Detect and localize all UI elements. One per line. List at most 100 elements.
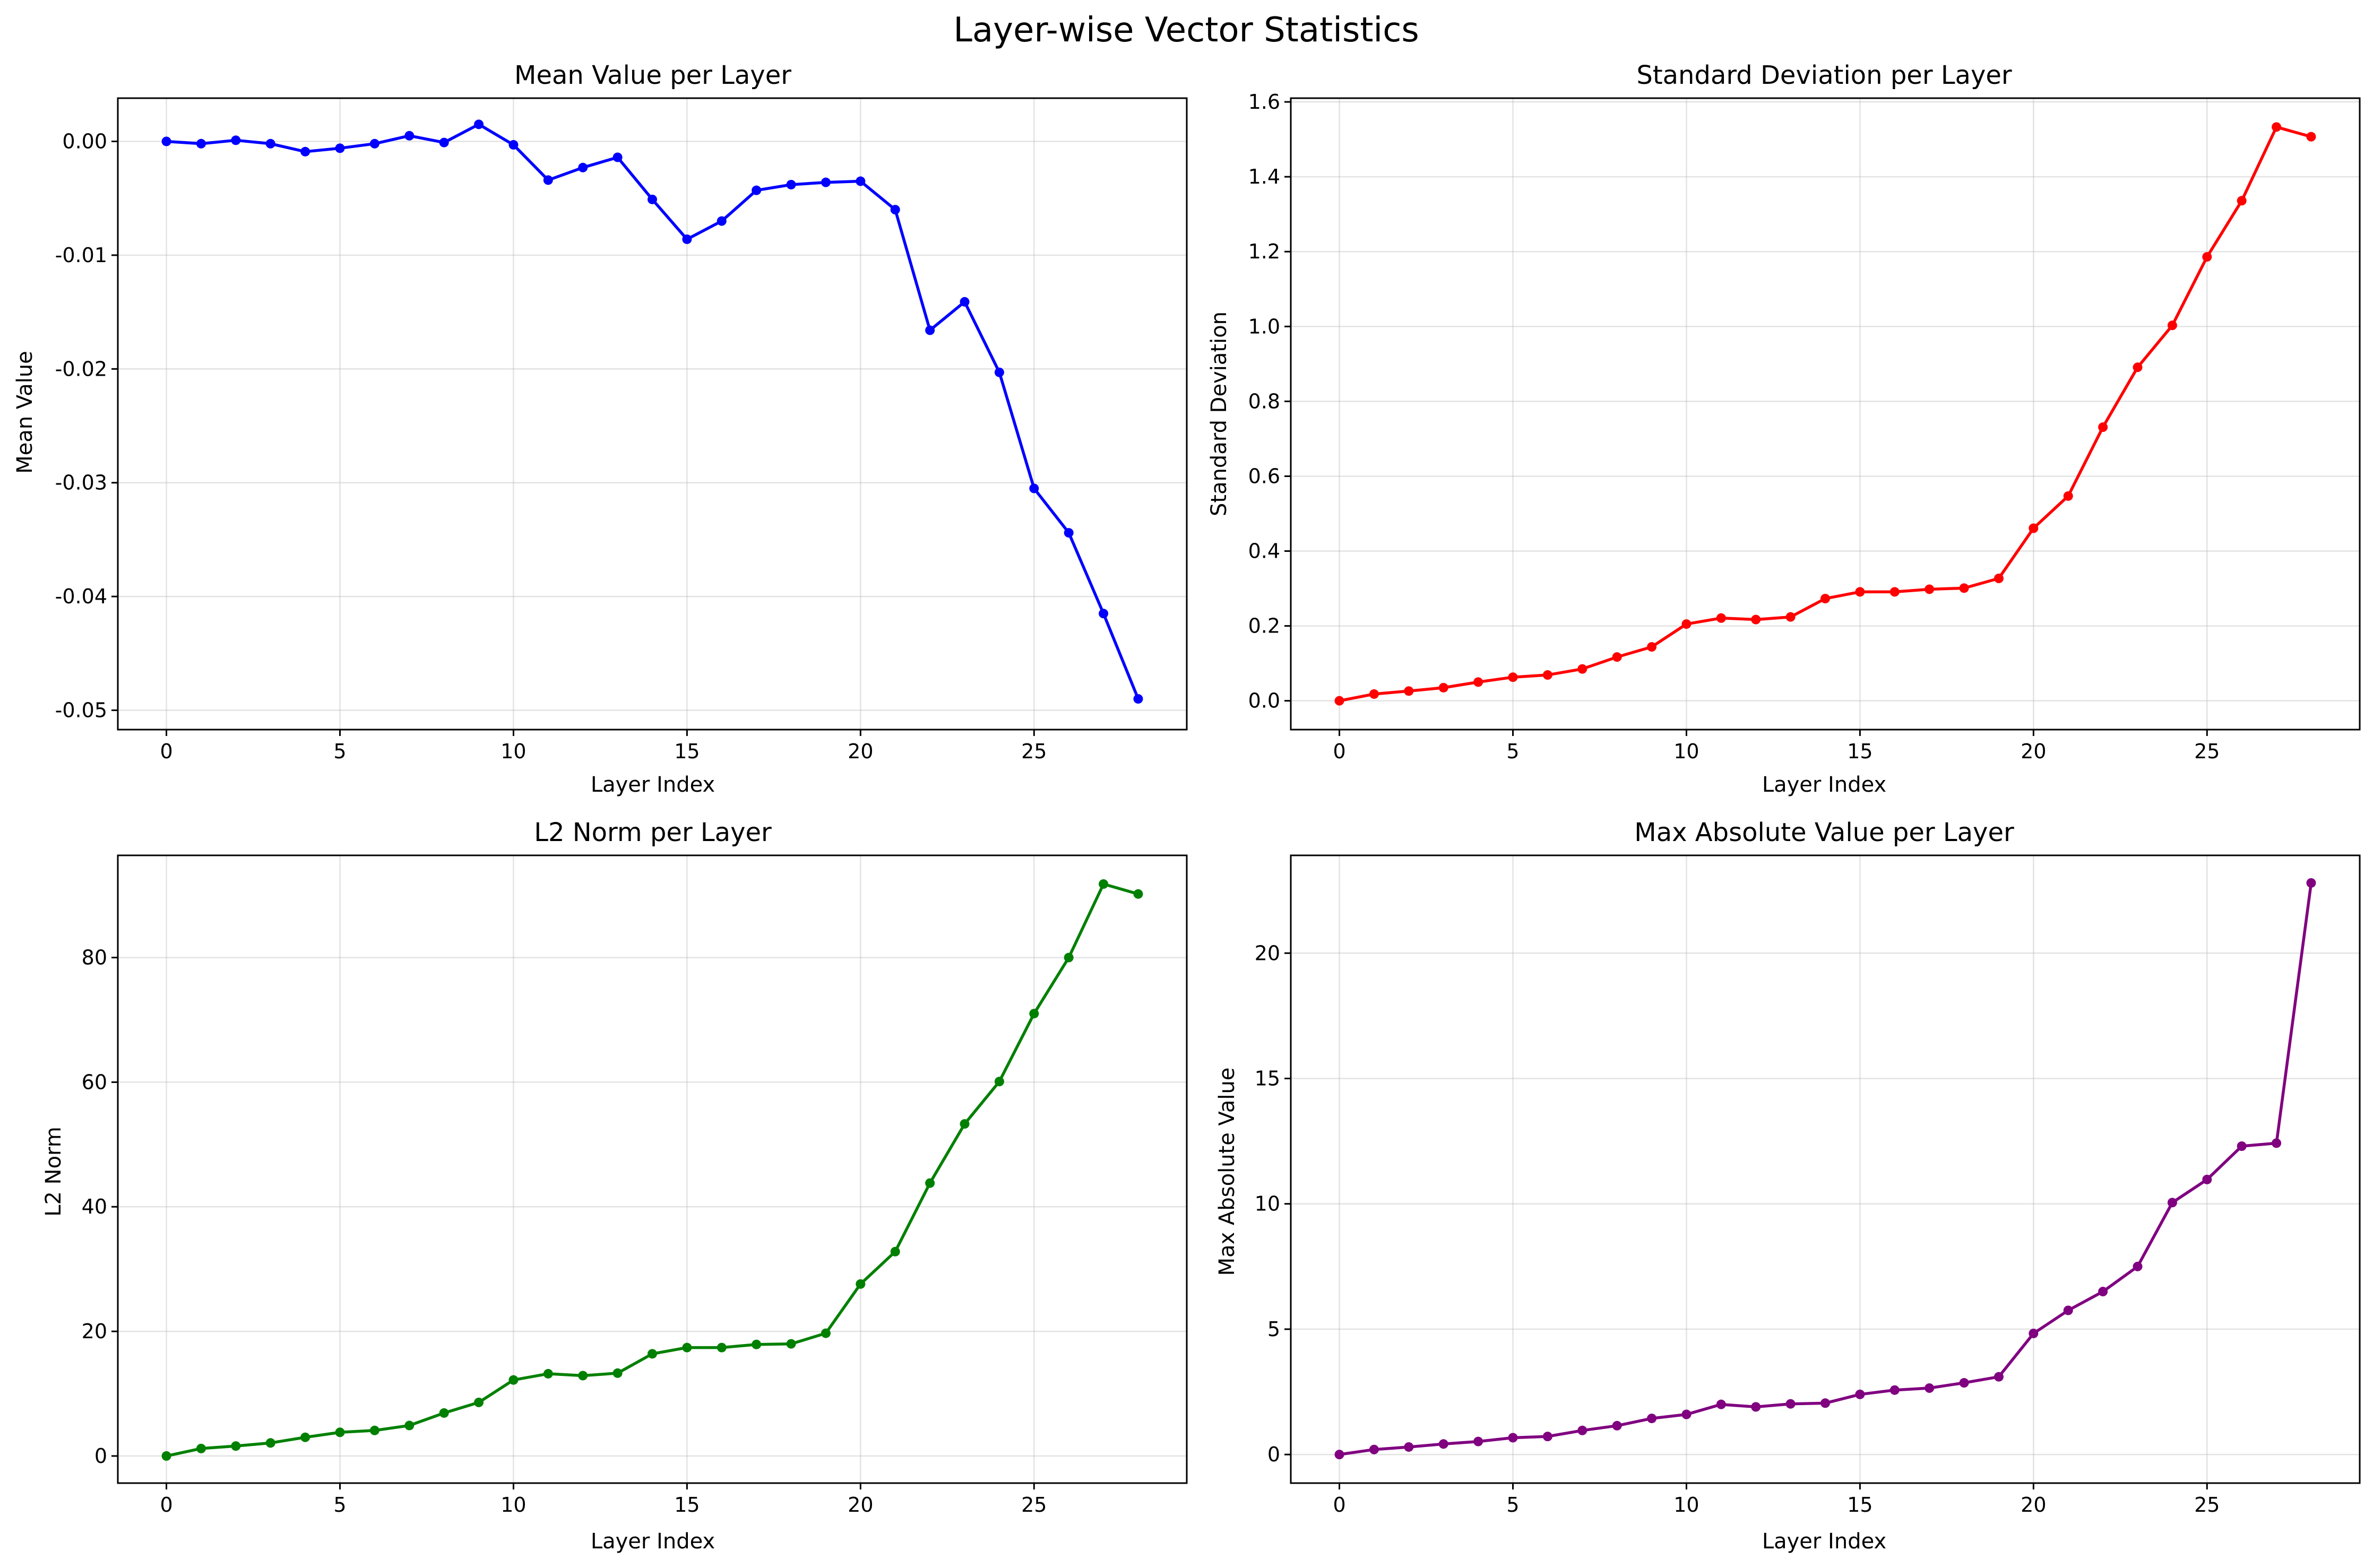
data-point <box>2133 1261 2143 1271</box>
data-point <box>1577 1425 1587 1435</box>
data-point <box>717 1342 727 1353</box>
data-point <box>404 131 415 141</box>
data-point <box>231 135 241 145</box>
data-point <box>1994 1372 2004 1382</box>
data-point <box>369 138 379 149</box>
x-tick-label: 25 <box>1021 740 1047 763</box>
plot-frame <box>117 97 1188 731</box>
data-point <box>1994 574 2004 584</box>
y-tick-label: 60 <box>82 1070 107 1094</box>
data-point <box>2167 320 2177 331</box>
data-point <box>1855 1389 1865 1399</box>
data-point <box>1785 1399 1796 1409</box>
data-point <box>1369 1444 1379 1454</box>
y-axis-label: L2 Norm <box>41 1127 66 1217</box>
x-tick-label: 25 <box>2194 740 2220 763</box>
y-tick-label: 0.4 <box>1248 540 1280 563</box>
data-point <box>1716 613 1726 623</box>
data-point <box>1612 652 1622 662</box>
data-point <box>161 136 171 146</box>
data-point <box>2272 1138 2282 1148</box>
data-point <box>994 367 1004 377</box>
data-point <box>2029 1328 2039 1338</box>
data-point <box>196 138 206 149</box>
data-point <box>2306 132 2316 142</box>
data-point <box>439 137 449 148</box>
data-point <box>994 1077 1004 1087</box>
data-point <box>543 175 553 185</box>
data-point <box>231 1441 241 1451</box>
y-tick-label: -0.05 <box>55 699 107 722</box>
x-axis-label: Layer Index <box>1762 773 1886 797</box>
x-tick-label: 15 <box>1847 1493 1872 1517</box>
y-tick-label: -0.03 <box>55 471 107 495</box>
x-tick-label: 10 <box>501 1493 526 1517</box>
y-tick-label: 1.2 <box>1248 240 1280 263</box>
data-point <box>2202 252 2212 262</box>
panel-title: Standard Deviation per Layer <box>1636 60 2012 90</box>
y-tick-label: 10 <box>1255 1192 1280 1216</box>
data-point <box>2272 122 2282 132</box>
data-point <box>508 1375 519 1385</box>
data-point <box>161 1451 171 1461</box>
y-tick-label: 40 <box>82 1195 107 1218</box>
x-tick-label: 20 <box>2021 1493 2046 1517</box>
data-point <box>1647 1414 1657 1424</box>
panel-title: L2 Norm per Layer <box>534 818 772 847</box>
data-point <box>648 194 657 204</box>
x-tick-label: 20 <box>848 1493 873 1517</box>
x-axis-label: Layer Index <box>591 1529 715 1554</box>
data-point <box>752 185 762 195</box>
x-tick-label: 0 <box>160 1493 172 1517</box>
y-tick-label: 0.0 <box>1248 689 1280 713</box>
data-point <box>890 1246 900 1257</box>
data-point <box>1438 1439 1448 1449</box>
data-point <box>1681 619 1692 629</box>
data-point <box>856 176 866 186</box>
data-point <box>1334 696 1344 706</box>
x-axis-label: Layer Index <box>1762 1529 1886 1554</box>
y-tick-label: -0.04 <box>55 585 107 608</box>
data-point <box>2237 196 2247 206</box>
data-point <box>2167 1198 2177 1208</box>
data-point <box>1029 1009 1039 1019</box>
series-line <box>166 882 1139 1458</box>
plot-frame <box>1290 97 2361 731</box>
data-point <box>2133 362 2143 372</box>
data-point <box>543 1368 553 1379</box>
panel-mean: Mean Value per Layer Layer Index Mean Va… <box>13 60 1188 797</box>
data-point <box>300 1432 310 1442</box>
data-point <box>1647 642 1657 652</box>
data-point <box>578 162 588 172</box>
data-point <box>2237 1141 2247 1151</box>
x-tick-label: 20 <box>848 740 873 763</box>
data-point <box>1404 1442 1414 1452</box>
data-point <box>1959 1378 1969 1388</box>
data-point <box>856 1279 866 1289</box>
y-tick-label: 20 <box>82 1320 107 1343</box>
data-point <box>1925 1383 1935 1393</box>
data-point <box>196 1443 206 1453</box>
y-tick-label: 1.4 <box>1248 165 1280 188</box>
y-tick-label: -0.02 <box>55 357 107 380</box>
data-point <box>1099 879 1109 889</box>
data-point <box>1438 682 1448 692</box>
panel-l2: L2 Norm per Layer Layer Index L2 Norm 0 5… <box>41 818 1188 1554</box>
y-tick-label: 0 <box>94 1444 107 1468</box>
data-point <box>1889 587 1900 597</box>
panel-title: Mean Value per Layer <box>514 60 791 90</box>
data-point <box>1133 889 1143 899</box>
data-point <box>1751 614 1761 625</box>
data-point <box>960 1119 970 1129</box>
data-point <box>1751 1402 1761 1412</box>
data-point <box>1473 677 1483 687</box>
data-point <box>300 146 310 157</box>
x-tick-label: 20 <box>2021 740 2046 763</box>
series-line <box>1339 882 2313 1456</box>
plot-frame <box>1290 854 2361 1484</box>
x-tick-label: 0 <box>160 740 172 763</box>
panel-maxabs: Max Absolute Value per Layer Layer Index… <box>1215 818 2361 1554</box>
data-point <box>648 1349 657 1359</box>
y-tick-label: 80 <box>82 946 107 969</box>
